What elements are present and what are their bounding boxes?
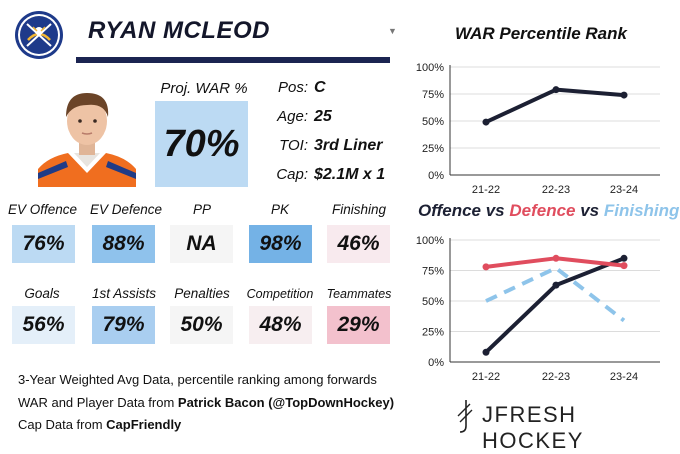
stat-label-pk: PK [270,202,289,217]
chart2-title-part-0: Offence [418,201,481,220]
stat-box-goals: 56% [12,306,75,344]
team-logo [15,11,63,59]
chart1-ytick-label: 50% [422,116,444,128]
war-percentile-chart: 0% 25% 50% 75% 100% 21-22 22-23 23-24 [416,62,660,196]
footer-war-source: WAR and Player Data from Patrick Bacon (… [18,395,394,410]
info-label-cap: Cap: [276,166,308,183]
chart1-ytick-label: 0% [428,170,444,182]
stat-label-goals: Goals [24,286,60,301]
footer-war-prefix: WAR and Player Data from [18,395,178,410]
chart1-title: WAR Percentile Rank [455,24,627,43]
stat-box-pp: NA [170,225,233,263]
stat-box-teammates: 29% [327,306,390,344]
footer-cap-prefix: Cap Data from [18,417,107,432]
info-value-pos: C [314,79,326,96]
info-value-cap: $2.1M x 1 [314,166,386,183]
info-value-toi: 3rd Liner [314,137,383,154]
name-underline [76,57,390,63]
chart1-xtick-label: 22-23 [542,184,570,196]
chart2-ytick-label: 25% [422,327,444,339]
chart2-series-line-finishing [485,266,626,323]
proj-war-label: Proj. WAR % [160,80,248,97]
chart2-xtick-label: 22-23 [542,371,570,382]
stat-box-pk: 98% [249,225,312,263]
chart1-point [552,86,560,94]
player-photo [38,93,136,187]
stat-box-finishing: 46% [327,225,390,263]
offence-defence-finishing-chart: 0% 25% 50% 75% 100% 21-22 22-23 23-24 [416,235,660,382]
chart2-ytick-label: 100% [416,235,444,247]
stat-label-finishing: Finishing [331,202,387,217]
chart1-xtick-label: 23-24 [610,184,638,196]
chart2-point [620,262,628,270]
chart2-point [482,348,490,356]
footer-cap-source-name: CapFriendly [106,417,182,432]
stat-box-competition: 48% [249,306,312,344]
chart1-series-line-0 [484,87,626,125]
proj-war-box: 70% [155,101,248,187]
chart1-ytick-label: 25% [422,143,444,155]
footer-cap-source: Cap Data from CapFriendly [18,417,181,432]
stat-box-ev-defence: 88% [92,225,155,263]
chart2-xtick-label: 21-22 [472,371,500,382]
chevron-down-icon[interactable]: ▼ [388,26,397,36]
chart2-xtick-label: 23-24 [610,371,638,382]
chart2-point [482,263,490,271]
footer-note: 3-Year Weighted Avg Data, percentile ran… [18,372,377,387]
chart2-title-part-2: Defence [509,201,576,220]
chart2-title: Offence vs Defence vs Finishing [418,201,679,221]
stat-label-competition: Competition [246,287,314,301]
chart1-ytick-label: 100% [416,62,444,74]
proj-war-value: 70% [163,123,240,165]
chart2-ytick-label: 75% [422,266,444,278]
stat-box-ev-offence: 76% [12,225,75,263]
stat-label-pp: PP [192,202,211,217]
info-label-toi: TOI: [279,137,308,154]
chart2-point [552,254,560,262]
chart1-ytick-label: 75% [422,89,444,101]
info-value-age: 25 [314,108,332,125]
chart2-series-line-offence [484,256,626,355]
info-label-age: Age: [277,108,308,125]
chart2-title-part-4: Finishing [603,201,680,220]
stat-label-1st-assists: 1st Assists [91,286,156,301]
player-name: RYAN MCLEOD [88,17,270,44]
footer-war-source-name: Patrick Bacon (@TopDownHockey) [177,395,395,410]
chart2-title-part-3: vs [575,201,604,220]
chart2-point [552,281,560,289]
chart1-point [620,91,628,99]
jfresh-logo-icon [457,400,473,433]
chart1-point [482,118,490,126]
stat-label-teammates: Teammates [326,287,392,301]
brand-name: JFRESH HOCKEY [482,402,584,453]
chart2-ytick-label: 50% [422,296,444,308]
stat-label-ev-defence: EV Defence [90,202,163,217]
stat-box-1st-assists: 79% [92,306,155,344]
chart2-title-part-1: vs [481,201,510,220]
stat-box-penalties: 50% [170,306,233,344]
stat-label-penalties: Penalties [174,286,230,301]
chart1-xtick-label: 21-22 [472,184,500,196]
chart2-ytick-label: 0% [428,357,444,369]
chart2-point [620,254,628,262]
info-label-pos: Pos: [277,79,308,96]
stat-label-ev-offence: EV Offence [8,202,78,217]
